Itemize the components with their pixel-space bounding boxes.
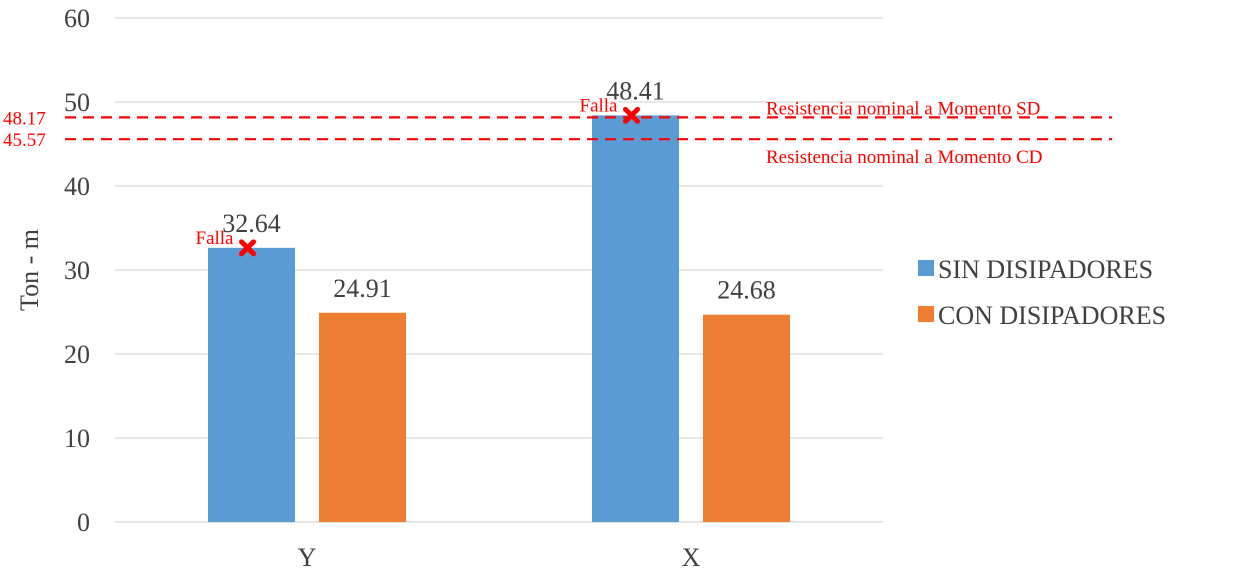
reference-line-label: Resistencia nominal a Momento CD: [766, 147, 1043, 168]
bar: [703, 314, 790, 522]
x-category-label: X: [682, 543, 701, 572]
legend: SIN DISIPADORES CON DISIPADORES: [918, 255, 1166, 330]
failure-label: Falla: [580, 95, 619, 116]
bar-value-label: 32.64: [222, 209, 281, 238]
failure-x-icon: [623, 106, 640, 124]
legend-label: SIN DISIPADORES: [938, 255, 1153, 284]
y-axis-ticks: 0 10 20 30 40 50 60: [64, 4, 90, 537]
bar-value-label: 24.91: [333, 274, 392, 303]
y-tick-label: 20: [64, 340, 90, 369]
y-tick-label: 40: [64, 172, 90, 201]
reference-line-value: 45.57: [3, 130, 46, 151]
y-axis-title: Ton - m: [15, 229, 44, 311]
y-tick-label: 60: [64, 4, 90, 33]
x-category-label: Y: [298, 543, 317, 572]
reference-line-value: 48.17: [3, 108, 46, 129]
bar: [592, 115, 679, 522]
failure-label: Falla: [196, 228, 235, 249]
y-tick-label: 30: [64, 256, 90, 285]
legend-swatch: [918, 306, 934, 322]
failure-markers: Falla Falla: [196, 95, 640, 257]
bar-value-label: 24.68: [717, 276, 776, 305]
legend-label: CON DISIPADORES: [938, 301, 1166, 330]
bar: [208, 247, 295, 522]
bar: [319, 312, 406, 522]
y-tick-label: 0: [77, 508, 90, 537]
value-labels: 32.64 24.91 48.41 24.68: [222, 76, 776, 304]
failure-x-icon: [239, 239, 256, 257]
reference-lines: 48.17 Resistencia nominal a Momento SD 45.…: [3, 98, 1112, 168]
y-tick-label: 10: [64, 424, 90, 453]
legend-swatch: [918, 260, 934, 276]
bars: [208, 115, 790, 522]
reference-line-label: Resistencia nominal a Momento SD: [766, 98, 1040, 119]
y-tick-label: 50: [64, 88, 90, 117]
bar-value-label: 48.41: [606, 76, 665, 105]
